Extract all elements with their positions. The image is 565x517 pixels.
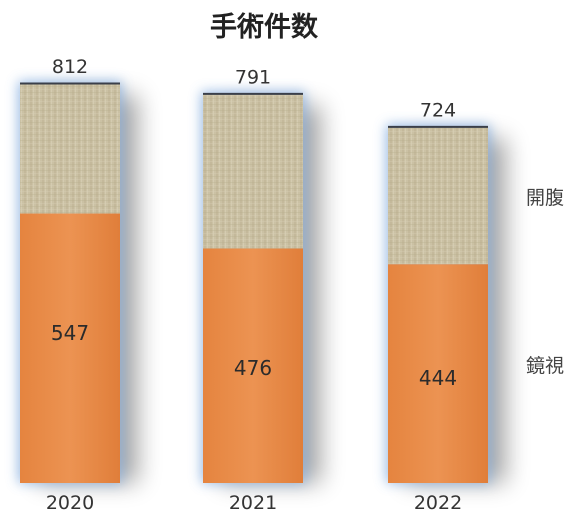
inner-label-2022: 444 bbox=[419, 366, 457, 390]
total-label-2020: 812 bbox=[52, 56, 88, 78]
series-label-鏡視: 鏡視 bbox=[526, 355, 564, 377]
x-tick-label-2021: 2021 bbox=[229, 492, 277, 514]
series-label-開腹: 開腹 bbox=[526, 187, 564, 209]
bar-segment-開腹-2022 bbox=[388, 126, 488, 265]
total-label-2022: 724 bbox=[420, 99, 456, 121]
inner-label-2021: 476 bbox=[234, 356, 272, 380]
bar-segment-鏡視-2020 bbox=[20, 213, 120, 483]
bar-segment-鏡視-2021 bbox=[203, 248, 303, 483]
x-tick-label-2022: 2022 bbox=[414, 492, 462, 514]
x-tick-label-2020: 2020 bbox=[46, 492, 94, 514]
bar-segment-開腹-2021 bbox=[203, 93, 303, 249]
inner-label-2020: 547 bbox=[51, 321, 89, 345]
chart-title: 手術件数 bbox=[210, 12, 319, 43]
labels-layer: 812 547 2020 791 476 2021 724 444 2022 bbox=[46, 56, 462, 514]
bar-segment-開腹-2020 bbox=[20, 83, 120, 214]
bars-layer bbox=[18, 81, 506, 484]
total-label-2021: 791 bbox=[235, 66, 271, 88]
bar-segment-鏡視-2022 bbox=[388, 264, 488, 483]
